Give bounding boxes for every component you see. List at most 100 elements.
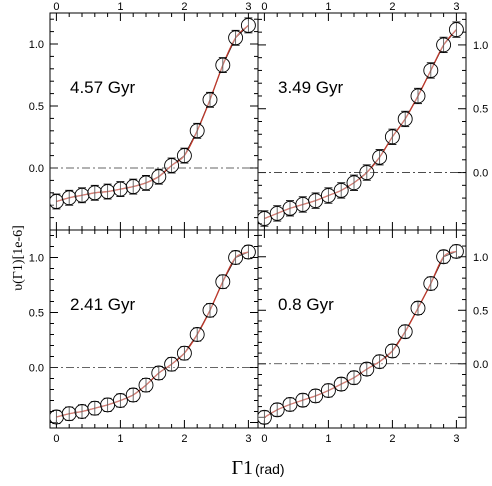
fit-curve <box>264 29 457 220</box>
data-point-marker <box>125 179 141 195</box>
data-point-marker <box>333 182 349 198</box>
data-point-marker <box>384 343 400 359</box>
data-point-marker <box>112 393 128 408</box>
x-axis-label: Γ1 (rad) <box>231 457 284 479</box>
panel-1: 0 1 2 3 0.0 0.5 1.0 4.57 Gyr <box>29 1 259 231</box>
y-tick-label-left: 0.0 <box>29 363 44 375</box>
series-line <box>264 250 457 418</box>
y-tick-label-left: 0.0 <box>29 163 44 175</box>
data-point-marker <box>269 402 285 418</box>
data-point-marker <box>138 377 154 393</box>
data-point-marker <box>50 194 64 209</box>
y-tick-label-left: 1.0 <box>29 39 44 51</box>
x-tick-label-top: 0 <box>53 1 59 13</box>
y-tick-label-right: 1.0 <box>473 252 488 264</box>
x-axis-label-unit: (rad) <box>255 461 285 477</box>
data-point-marker <box>74 187 90 203</box>
data-point-marker <box>100 397 116 413</box>
x-tick-label-top: 1 <box>325 1 331 13</box>
y-tick-label-right: 1.0 <box>473 40 488 52</box>
data-point-marker <box>189 327 205 342</box>
x-tick-label-top: 0 <box>261 1 267 13</box>
data-point-marker <box>320 383 336 398</box>
x-tick-label-bottom: 3 <box>245 433 251 445</box>
x-tick-label-bottom: 2 <box>181 433 187 445</box>
data-point-marker <box>448 243 464 259</box>
x-tick-label-bottom: 0 <box>261 433 267 445</box>
panel-frame <box>257 12 467 231</box>
data-point-marker <box>359 165 375 181</box>
data-point-marker <box>269 205 285 221</box>
data-point-marker <box>164 158 180 173</box>
data-point-marker <box>346 370 362 386</box>
data-point-marker <box>87 400 103 416</box>
panel-age-label: 0.8 Gyr <box>278 295 334 314</box>
data-point-marker <box>258 211 272 226</box>
data-point-marker <box>295 392 311 408</box>
panel-frame <box>49 229 259 429</box>
data-point-marker <box>410 300 426 316</box>
data-point-marker <box>228 250 244 265</box>
data-point-marker <box>282 200 298 216</box>
panel-age-label: 4.57 Gyr <box>70 78 136 97</box>
x-tick-label-bottom: 1 <box>117 433 123 445</box>
data-point-marker <box>346 175 362 191</box>
data-point-marker <box>176 148 192 164</box>
data-point-marker <box>74 404 90 419</box>
data-point-marker <box>240 17 256 33</box>
panel-frame <box>257 229 467 429</box>
data-point-marker <box>151 365 167 381</box>
x-tick-label-bottom: 1 <box>325 433 331 445</box>
data-point-marker <box>112 181 128 197</box>
x-tick-label-top: 3 <box>245 1 251 13</box>
data-point-marker <box>189 123 205 139</box>
series-group <box>258 21 464 227</box>
series-group <box>50 244 256 425</box>
data-point-marker <box>423 276 439 291</box>
series-line <box>264 29 457 219</box>
data-point-marker <box>125 387 141 403</box>
data-point-marker <box>151 169 167 185</box>
panel-age-label: 3.49 Gyr <box>278 78 344 97</box>
y-tick-label-left: 0.5 <box>29 101 44 113</box>
x-tick-label-top: 2 <box>181 1 187 13</box>
data-point-marker <box>372 354 388 370</box>
data-point-marker <box>61 190 77 206</box>
data-point-marker <box>397 324 413 340</box>
y-tick-label-right: 0.5 <box>473 305 488 317</box>
series-group <box>258 243 464 425</box>
panel-2: 0 1 2 3 0.0 0.5 1.0 3.49 Gyr <box>257 1 488 231</box>
panel-3: 0 1 2 3 0.0 0.5 1.0 2.41 Gyr <box>29 229 259 445</box>
data-point-marker <box>423 62 439 78</box>
data-point-marker <box>202 302 218 318</box>
x-tick-label-top: 3 <box>453 1 459 13</box>
y-tick-label-right: 0.0 <box>473 359 488 371</box>
data-point-marker <box>384 129 400 145</box>
data-point-marker <box>202 92 218 108</box>
data-point-marker <box>410 88 426 104</box>
data-point-marker <box>448 22 464 38</box>
x-tick-label-top: 2 <box>389 1 395 13</box>
data-point-marker <box>436 37 452 53</box>
y-tick-label-right: 0.5 <box>473 104 488 116</box>
panel-age-label: 2.41 Gyr <box>70 295 136 314</box>
x-axis-label-symbol: Γ1 <box>231 457 253 479</box>
data-point-marker <box>320 188 336 203</box>
data-point-marker <box>240 244 256 260</box>
data-point-marker <box>61 406 77 422</box>
data-point-marker <box>282 397 298 412</box>
x-tick-label-bottom: 0 <box>53 433 59 445</box>
fit-curve <box>264 250 457 418</box>
data-point-marker <box>372 149 388 165</box>
data-point-marker <box>176 345 192 361</box>
data-point-marker <box>138 175 154 191</box>
x-tick-label-bottom: 3 <box>453 433 459 445</box>
y-tick-label-left: 0.5 <box>29 308 44 320</box>
data-point-marker <box>308 388 324 404</box>
data-point-marker <box>397 111 413 127</box>
y-tick-label-left: 1.0 <box>29 253 44 265</box>
data-point-marker <box>359 361 375 377</box>
data-point-marker <box>308 193 324 209</box>
panel-4: 0 1 2 3 0.0 0.5 1.0 0.8 Gyr <box>257 229 488 445</box>
